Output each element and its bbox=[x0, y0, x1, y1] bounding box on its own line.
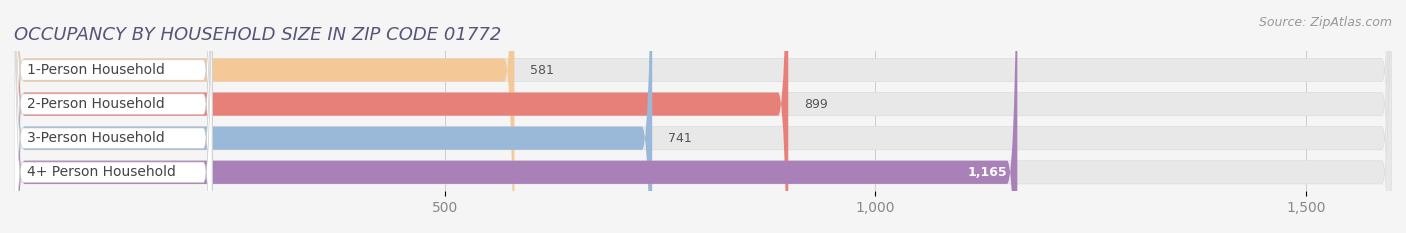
Text: OCCUPANCY BY HOUSEHOLD SIZE IN ZIP CODE 01772: OCCUPANCY BY HOUSEHOLD SIZE IN ZIP CODE … bbox=[14, 26, 502, 44]
FancyBboxPatch shape bbox=[14, 0, 789, 233]
FancyBboxPatch shape bbox=[14, 0, 212, 233]
FancyBboxPatch shape bbox=[14, 0, 515, 233]
Text: 4+ Person Household: 4+ Person Household bbox=[27, 165, 176, 179]
Text: 3-Person Household: 3-Person Household bbox=[27, 131, 165, 145]
FancyBboxPatch shape bbox=[14, 0, 1392, 233]
FancyBboxPatch shape bbox=[14, 0, 1392, 233]
FancyBboxPatch shape bbox=[14, 0, 1392, 233]
FancyBboxPatch shape bbox=[14, 0, 652, 233]
FancyBboxPatch shape bbox=[14, 0, 212, 233]
FancyBboxPatch shape bbox=[14, 0, 212, 233]
Text: 581: 581 bbox=[530, 64, 554, 76]
Text: Source: ZipAtlas.com: Source: ZipAtlas.com bbox=[1258, 16, 1392, 29]
FancyBboxPatch shape bbox=[14, 0, 1392, 233]
FancyBboxPatch shape bbox=[14, 0, 212, 233]
Text: 899: 899 bbox=[804, 98, 828, 111]
Text: 1-Person Household: 1-Person Household bbox=[27, 63, 165, 77]
Text: 741: 741 bbox=[668, 132, 692, 145]
Text: 1,165: 1,165 bbox=[967, 166, 1007, 179]
Text: 2-Person Household: 2-Person Household bbox=[27, 97, 165, 111]
FancyBboxPatch shape bbox=[14, 0, 1018, 233]
